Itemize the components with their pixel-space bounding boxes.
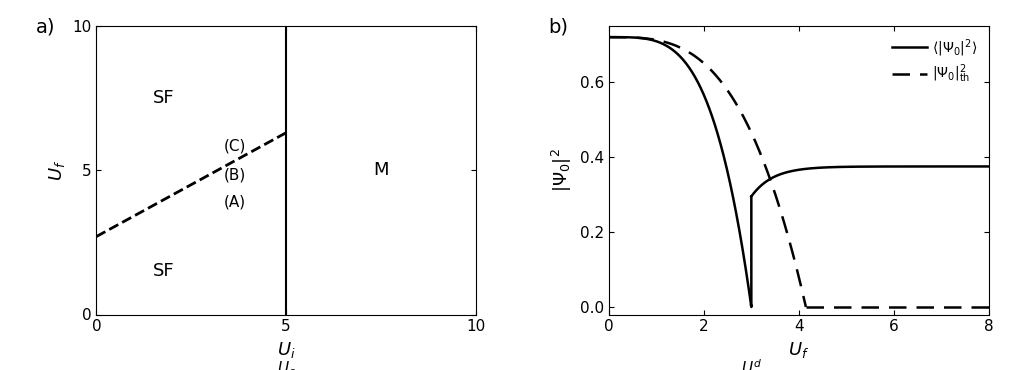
Text: a): a) [35, 17, 55, 36]
Y-axis label: $|\Psi_0|^2$: $|\Psi_0|^2$ [551, 148, 574, 192]
X-axis label: $U_f$: $U_f$ [788, 340, 809, 360]
Text: M: M [373, 161, 388, 179]
Text: (A): (A) [223, 195, 245, 209]
Text: b): b) [549, 17, 568, 36]
Text: $U_f^d$: $U_f^d$ [741, 357, 762, 370]
Text: $U_c$: $U_c$ [277, 359, 296, 370]
X-axis label: $U_i$: $U_i$ [277, 340, 295, 360]
Text: SF: SF [153, 89, 174, 107]
Text: SF: SF [153, 262, 174, 280]
Text: (B): (B) [223, 167, 245, 182]
Y-axis label: $U_f$: $U_f$ [47, 159, 67, 181]
Text: (C): (C) [223, 138, 246, 153]
Legend: $\langle|\Psi_0|^2\rangle$, $|\Psi_0|^2_{\rm th}$: $\langle|\Psi_0|^2\rangle$, $|\Psi_0|^2_… [888, 33, 982, 90]
